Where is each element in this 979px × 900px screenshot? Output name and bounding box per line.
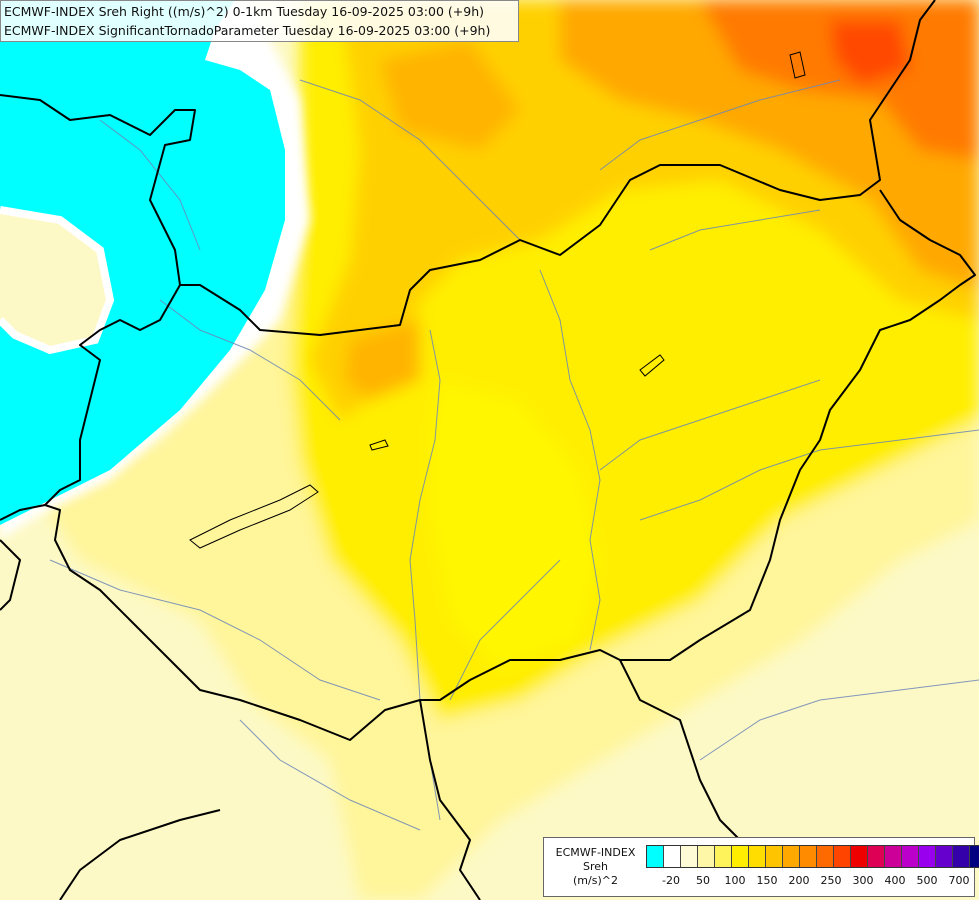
legend-tick-label: 200 <box>788 874 810 887</box>
legend-swatch-10 <box>817 846 834 867</box>
field-white-ring <box>0 206 115 355</box>
legend-tick-label: 50 <box>696 874 710 887</box>
legend-swatch-0 <box>647 846 664 867</box>
legend-swatch-16 <box>919 846 936 867</box>
legend-tick-label: 500 <box>916 874 938 887</box>
legend-swatch-17 <box>936 846 953 867</box>
title-line-2: ECMWF-INDEX SignificantTornadoParameter … <box>4 23 491 38</box>
legend-swatch-12 <box>851 846 868 867</box>
legend-swatch-19 <box>970 846 979 867</box>
legend-swatch-4 <box>715 846 732 867</box>
legend-swatch-2 <box>681 846 698 867</box>
legend-swatch-6 <box>749 846 766 867</box>
field-pale-island <box>0 210 110 350</box>
map-title-box: ECMWF-INDEX Sreh Right ((m/s)^2) 0-1km T… <box>0 0 519 42</box>
field-red-orange <box>830 20 910 85</box>
legend-tick-label: 150 <box>756 874 778 887</box>
legend-tick-labels: -20 50 100 150 200 250 300 400 500 700 <box>646 874 976 890</box>
legend-swatch-11 <box>834 846 851 867</box>
legend-tick-label: 100 <box>724 874 746 887</box>
field-orange-2 <box>345 320 420 400</box>
legend-tick-label: 400 <box>884 874 906 887</box>
legend-tick-label: 300 <box>852 874 874 887</box>
rivers <box>49 79 979 831</box>
lakes <box>189 51 806 549</box>
legend-title-line-2: Sreh <box>582 860 608 873</box>
legend-swatch-13 <box>868 846 885 867</box>
legend-title-line-1: ECMWF-INDEX <box>555 846 636 859</box>
field-bright-yellow <box>430 380 600 670</box>
legend-swatch-7 <box>766 846 783 867</box>
legend-swatch-3 <box>698 846 715 867</box>
legend-swatch-9 <box>800 846 817 867</box>
legend-title-line-3: (m/s)^2 <box>573 874 618 887</box>
legend-swatch-8 <box>783 846 800 867</box>
field-cyan <box>0 0 285 525</box>
color-legend: ECMWF-INDEX Sreh (m/s)^2 -20 50 100 150 200 2… <box>543 837 979 897</box>
legend-swatch-5 <box>732 846 749 867</box>
legend-swatch-15 <box>902 846 919 867</box>
legend-tick-label: 700 <box>948 874 970 887</box>
legend-title: ECMWF-INDEX Sreh (m/s)^2 <box>548 846 643 888</box>
field-orange-3 <box>380 40 520 150</box>
legend-swatch-18 <box>953 846 970 867</box>
legend-swatch-1 <box>664 846 681 867</box>
legend-color-bar <box>646 845 979 868</box>
title-line-1: ECMWF-INDEX Sreh Right ((m/s)^2) 0-1km T… <box>4 4 484 19</box>
legend-tick-label: -20 <box>662 874 680 887</box>
field-contours <box>40 0 979 900</box>
legend-swatch-14 <box>885 846 902 867</box>
legend-tick-label: 250 <box>820 874 842 887</box>
